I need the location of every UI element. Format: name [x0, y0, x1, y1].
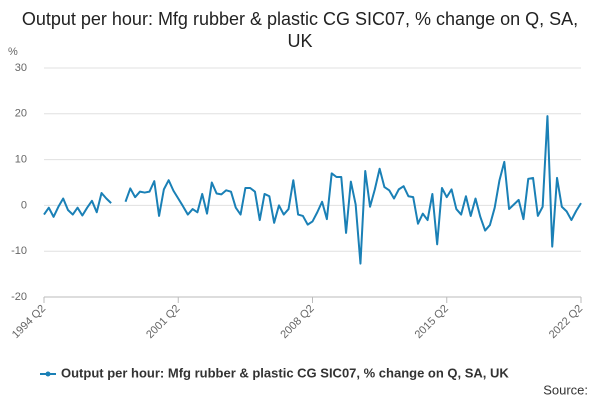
x-tick-label: 2008 Q2: [278, 303, 316, 341]
x-tick-label: 2001 Q2: [144, 303, 182, 341]
x-tick-label: 1994 Q2: [10, 303, 48, 341]
y-tick-label: 30: [15, 62, 27, 74]
legend-label: Output per hour: Mfg rubber & plastic CG…: [61, 365, 509, 380]
y-axis-label: %: [8, 46, 18, 58]
x-tick-label: 2022 Q2: [547, 303, 585, 341]
chart-title: Output per hour: Mfg rubber & plastic CG…: [21, 9, 579, 51]
y-tick-label: 20: [15, 108, 27, 120]
data-line: [43, 115, 582, 265]
y-tick-label: -20: [11, 291, 27, 303]
y-tick-label: 0: [21, 199, 27, 211]
x-tick-label: 2015 Q2: [413, 303, 451, 341]
legend-marker: [45, 371, 51, 377]
source: Source:: [543, 382, 588, 397]
y-tick-label: -10: [11, 245, 27, 257]
y-tick-label: 10: [15, 154, 27, 166]
